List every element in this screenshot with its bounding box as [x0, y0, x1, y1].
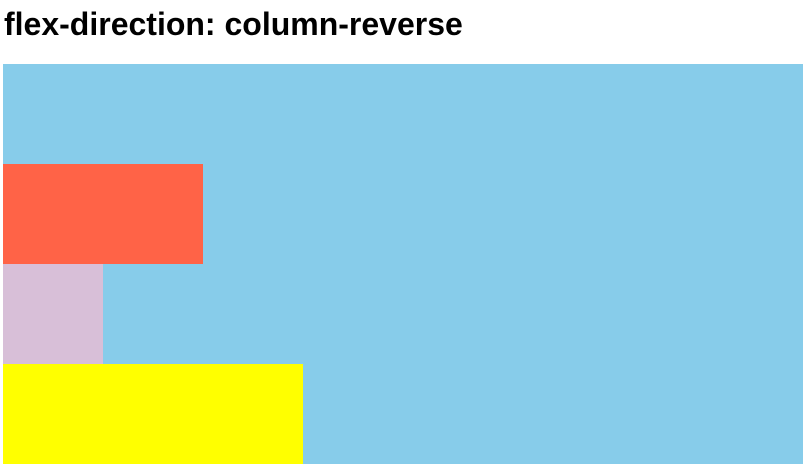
flex-container — [3, 64, 803, 464]
page-title: flex-direction: column-reverse — [4, 6, 463, 42]
flex-item-yellow — [3, 364, 303, 464]
flex-item-tomato — [3, 164, 203, 264]
flex-item-thistle — [3, 264, 103, 364]
